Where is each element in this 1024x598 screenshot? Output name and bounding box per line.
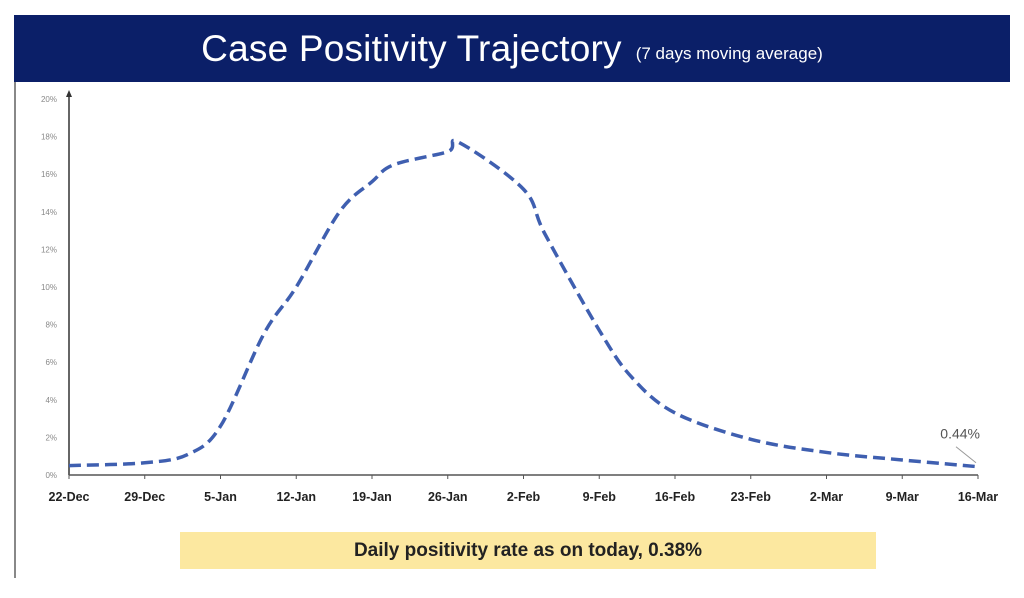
y-tick-label: 4% (45, 396, 57, 405)
frame-border (14, 82, 16, 578)
x-tick-label: 22-Dec (49, 490, 90, 504)
x-tick-label: 16-Mar (958, 490, 998, 504)
x-tick-label: 19-Jan (352, 490, 392, 504)
x-tick-label: 9-Mar (886, 490, 919, 504)
series-line (68, 138, 979, 469)
y-tick-label: 18% (41, 133, 57, 142)
x-tick-label: 2-Mar (810, 490, 843, 504)
x-tick-label: 29-Dec (124, 490, 165, 504)
y-tick-label: 0% (45, 471, 57, 480)
x-tick-label: 2-Feb (507, 490, 541, 504)
daily-positivity-banner: Daily positivity rate as on today, 0.38% (180, 532, 876, 569)
y-tick-label: 8% (45, 321, 57, 330)
x-tick-label: 9-Feb (583, 490, 617, 504)
y-tick-label: 14% (41, 208, 57, 217)
y-tick-label: 10% (41, 283, 57, 292)
x-tick-label: 26-Jan (428, 490, 468, 504)
x-tick-label: 16-Feb (655, 490, 696, 504)
chart-title-banner: Case Positivity Trajectory (7 days movin… (14, 15, 1010, 82)
chart-subtitle: (7 days moving average) (635, 43, 823, 63)
y-tick-label: 16% (41, 170, 57, 179)
y-tick-label: 2% (45, 433, 57, 442)
annotation-label: 0.44% (940, 426, 980, 442)
y-axis-arrow-icon (66, 90, 72, 97)
annotation-leader (955, 446, 977, 464)
y-tick-label: 6% (45, 358, 57, 367)
x-tick-label: 12-Jan (276, 490, 316, 504)
x-tick-label: 5-Jan (204, 490, 237, 504)
y-tick-label: 20% (41, 95, 57, 104)
chart-title: Case Positivity Trajectory (201, 27, 622, 69)
y-tick-label: 12% (41, 245, 57, 254)
x-tick-label: 23-Feb (731, 490, 772, 504)
